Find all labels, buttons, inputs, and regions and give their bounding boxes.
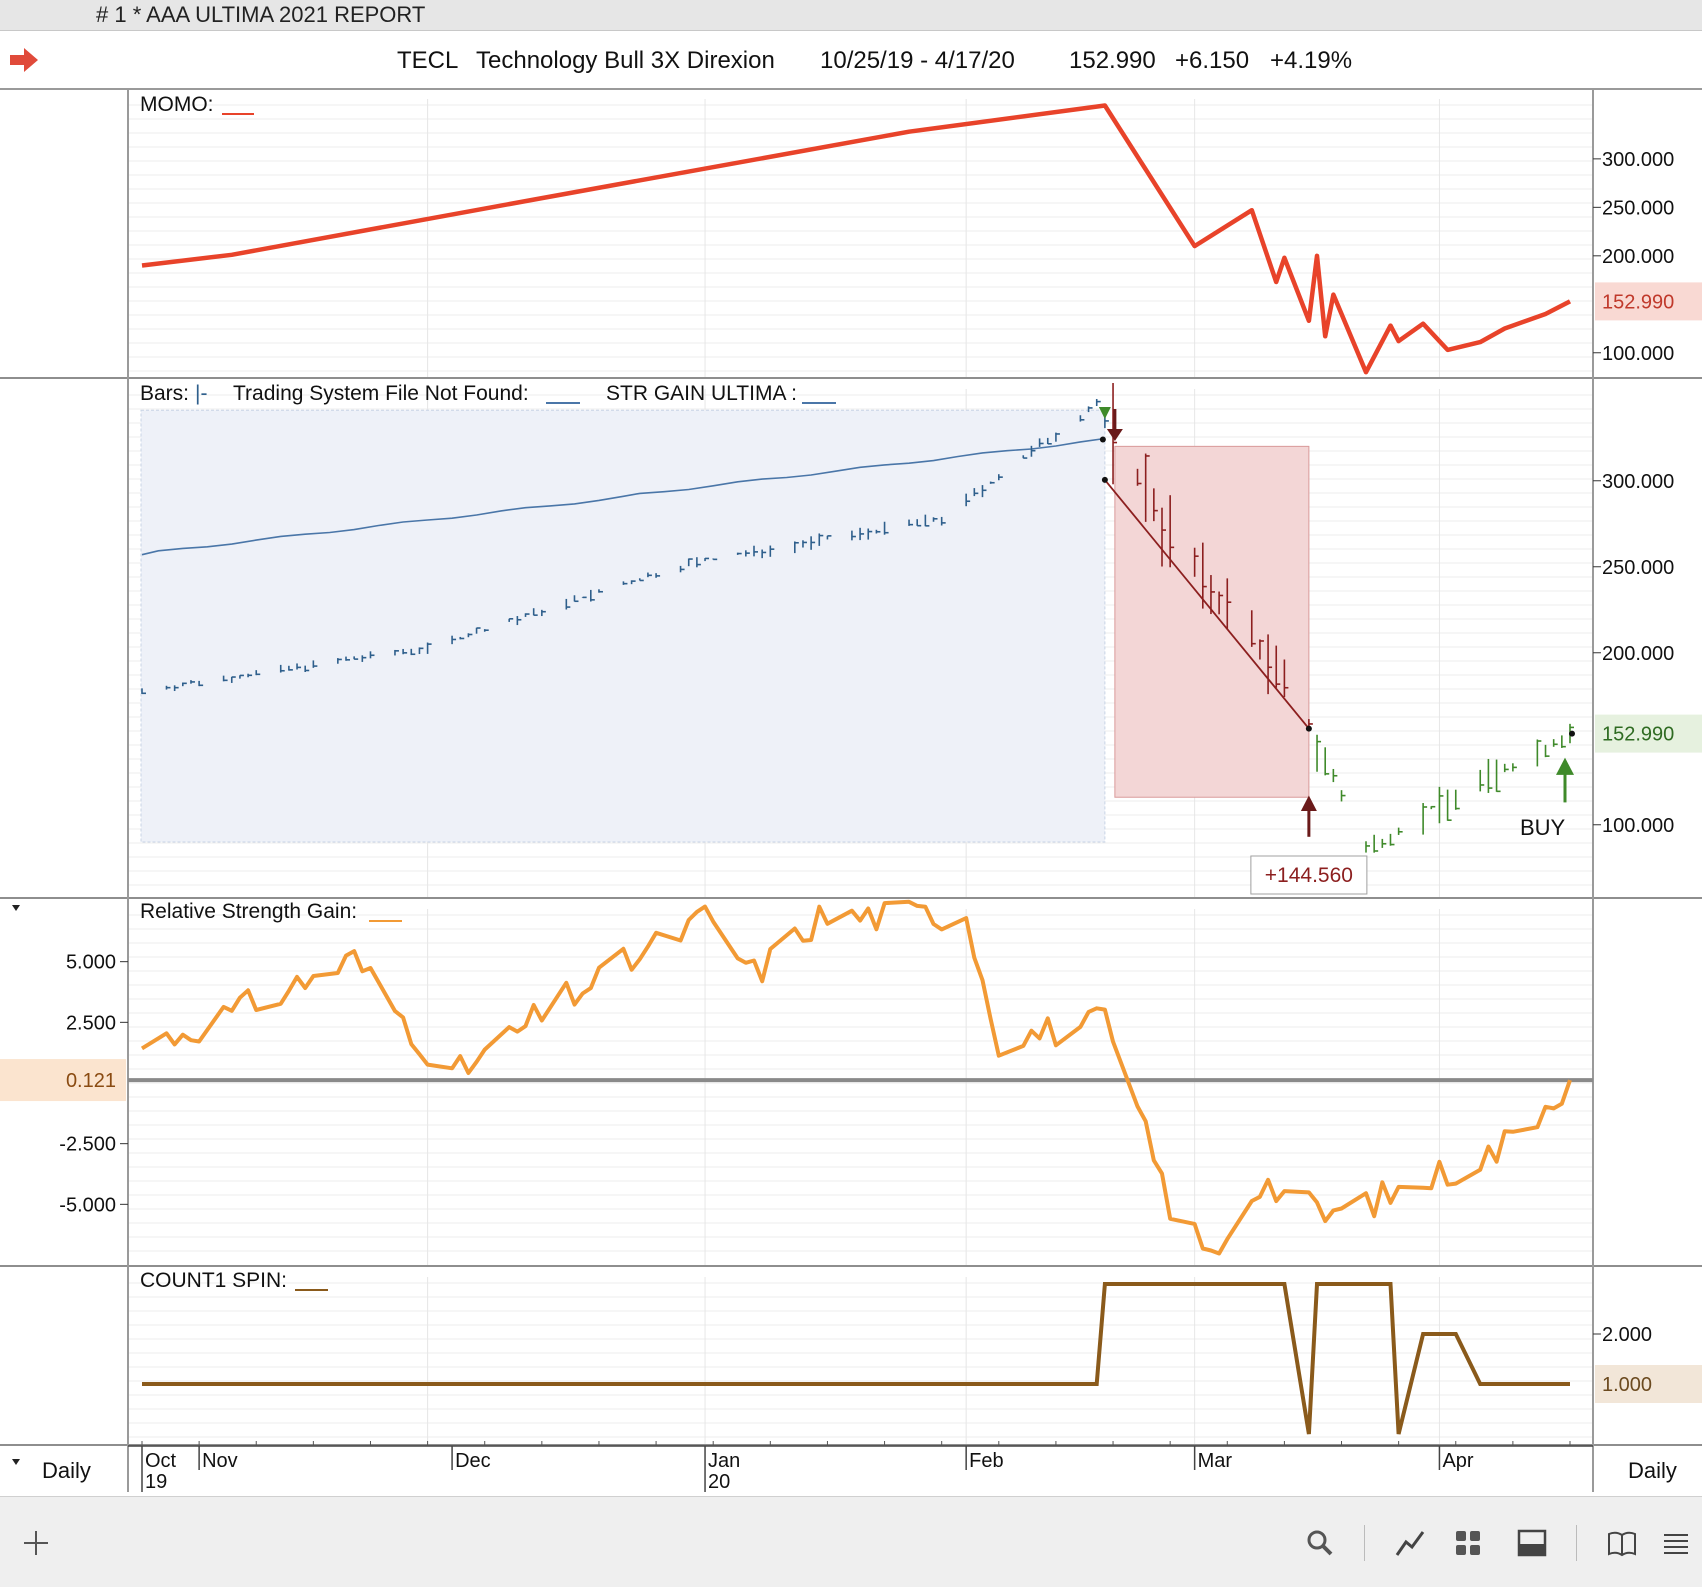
y-tick-label: 5.000 <box>66 952 116 974</box>
x-month-label: Jan <box>708 1450 740 1472</box>
str-gain-ultima-label: STR GAIN ULTIMA : <box>606 382 797 405</box>
short-position-box <box>1114 445 1310 798</box>
buy-arrow-head <box>1556 757 1574 775</box>
x-month-label: Dec <box>455 1450 491 1472</box>
x-month-label: Oct <box>145 1450 177 1472</box>
count1-spin-line <box>142 1282 1570 1435</box>
bars-glyph: |- <box>195 382 207 405</box>
price-change: +6.150 <box>1175 47 1250 74</box>
y-tick-label: 2.000 <box>1602 1324 1652 1346</box>
last-value-badge <box>0 1059 126 1102</box>
last-value-badge <box>1595 1365 1702 1403</box>
chart-canvas[interactable]: +144.560 300.000 250.000 200.000 100.000 152… <box>0 89 1702 1492</box>
green-signal-arrow <box>1098 407 1111 419</box>
bars-panel-label: Bars: <box>140 382 189 405</box>
symbol-header: TECL Technology Bull 3X Direxion 10/25/1… <box>0 31 1702 90</box>
chart-area[interactable]: +144.560 300.000 250.000 200.000 100.000 152… <box>0 89 1702 1492</box>
sell-arrow-head <box>1106 429 1123 441</box>
trade-gain-badge <box>1250 855 1368 895</box>
y-tick-label: -2.500 <box>59 1134 116 1156</box>
momo-line <box>141 103 1572 375</box>
y-tick-label: 300.000 <box>1602 149 1674 171</box>
last-value-label: 152.990 <box>1602 724 1674 746</box>
last-value-label: 1.000 <box>1602 1374 1652 1396</box>
trend-end-point <box>1099 436 1106 443</box>
buy-signal-label: BUY <box>1520 815 1566 840</box>
x-month-label: Mar <box>1198 1450 1233 1472</box>
line-chart-icon[interactable] <box>1390 1523 1430 1563</box>
trade-gain-label: +144.560 <box>1265 864 1353 887</box>
cover-arrow-head <box>1300 795 1317 811</box>
period-right[interactable]: Daily <box>1628 1458 1677 1483</box>
add-icon[interactable] <box>16 1523 56 1563</box>
x-month-label: Nov <box>202 1450 238 1472</box>
y-tick-label: 300.000 <box>1602 471 1674 493</box>
rsg-line <box>140 899 1572 1256</box>
date-range: 10/25/19 - 4/17/20 <box>820 47 1015 74</box>
dropdown-caret-icon <box>12 1459 20 1465</box>
rsg-panel-label: Relative Strength Gain: <box>140 900 357 923</box>
y-tick-label: 250.000 <box>1602 557 1674 579</box>
last-value-badge <box>1595 282 1702 321</box>
y-tick-label: -5.000 <box>59 1194 116 1216</box>
count-panel-label: COUNT1 SPIN: <box>140 1269 287 1292</box>
last-bar-point <box>1569 730 1575 737</box>
last-price: 152.990 <box>1069 47 1156 74</box>
trading-system-label: Trading System File Not Found: <box>233 382 529 405</box>
y-tick-label: 250.000 <box>1602 197 1674 219</box>
y-tick-label: 200.000 <box>1602 246 1674 268</box>
y-tick-label: 100.000 <box>1602 815 1674 837</box>
trade-entry-point <box>1101 476 1108 483</box>
x-year-label: 19 <box>145 1471 167 1492</box>
y-tick-label: 2.500 <box>66 1012 116 1034</box>
last-value-badge <box>1595 714 1702 753</box>
str-gain-ultima-line <box>141 437 1106 556</box>
menu-icon[interactable] <box>1656 1523 1696 1563</box>
momo-panel-label: MOMO: <box>140 93 214 116</box>
security-name: Technology Bull 3X Direxion <box>476 47 775 74</box>
dropdown-caret-icon <box>12 905 20 911</box>
y-tick-label: 100.000 <box>1602 343 1674 365</box>
search-icon[interactable] <box>1300 1523 1340 1563</box>
x-year-label: 20 <box>708 1471 730 1492</box>
trade-line <box>1104 479 1310 730</box>
bottom-toolbar <box>0 1496 1702 1587</box>
arrow-right-icon[interactable] <box>8 45 40 75</box>
last-value-label: 0.121 <box>66 1070 116 1092</box>
x-month-label: Feb <box>969 1450 1003 1472</box>
long-position-box <box>140 409 1106 843</box>
period-left[interactable]: Daily <box>42 1458 91 1483</box>
book-icon[interactable] <box>1602 1523 1642 1563</box>
grid-icon[interactable] <box>1448 1523 1488 1563</box>
price-change-pct: +4.19% <box>1270 47 1353 74</box>
last-value-label: 152.990 <box>1602 291 1674 313</box>
y-tick-label: 200.000 <box>1602 643 1674 665</box>
panel-icon[interactable] <box>1512 1523 1552 1563</box>
window-title: # 1 * AAA ULTIMA 2021 REPORT <box>96 2 426 27</box>
x-month-label: Apr <box>1442 1450 1473 1472</box>
ticker-symbol[interactable]: TECL <box>397 47 459 74</box>
trade-exit-point <box>1305 725 1312 732</box>
window-titlebar: # 1 * AAA ULTIMA 2021 REPORT <box>0 0 1702 31</box>
